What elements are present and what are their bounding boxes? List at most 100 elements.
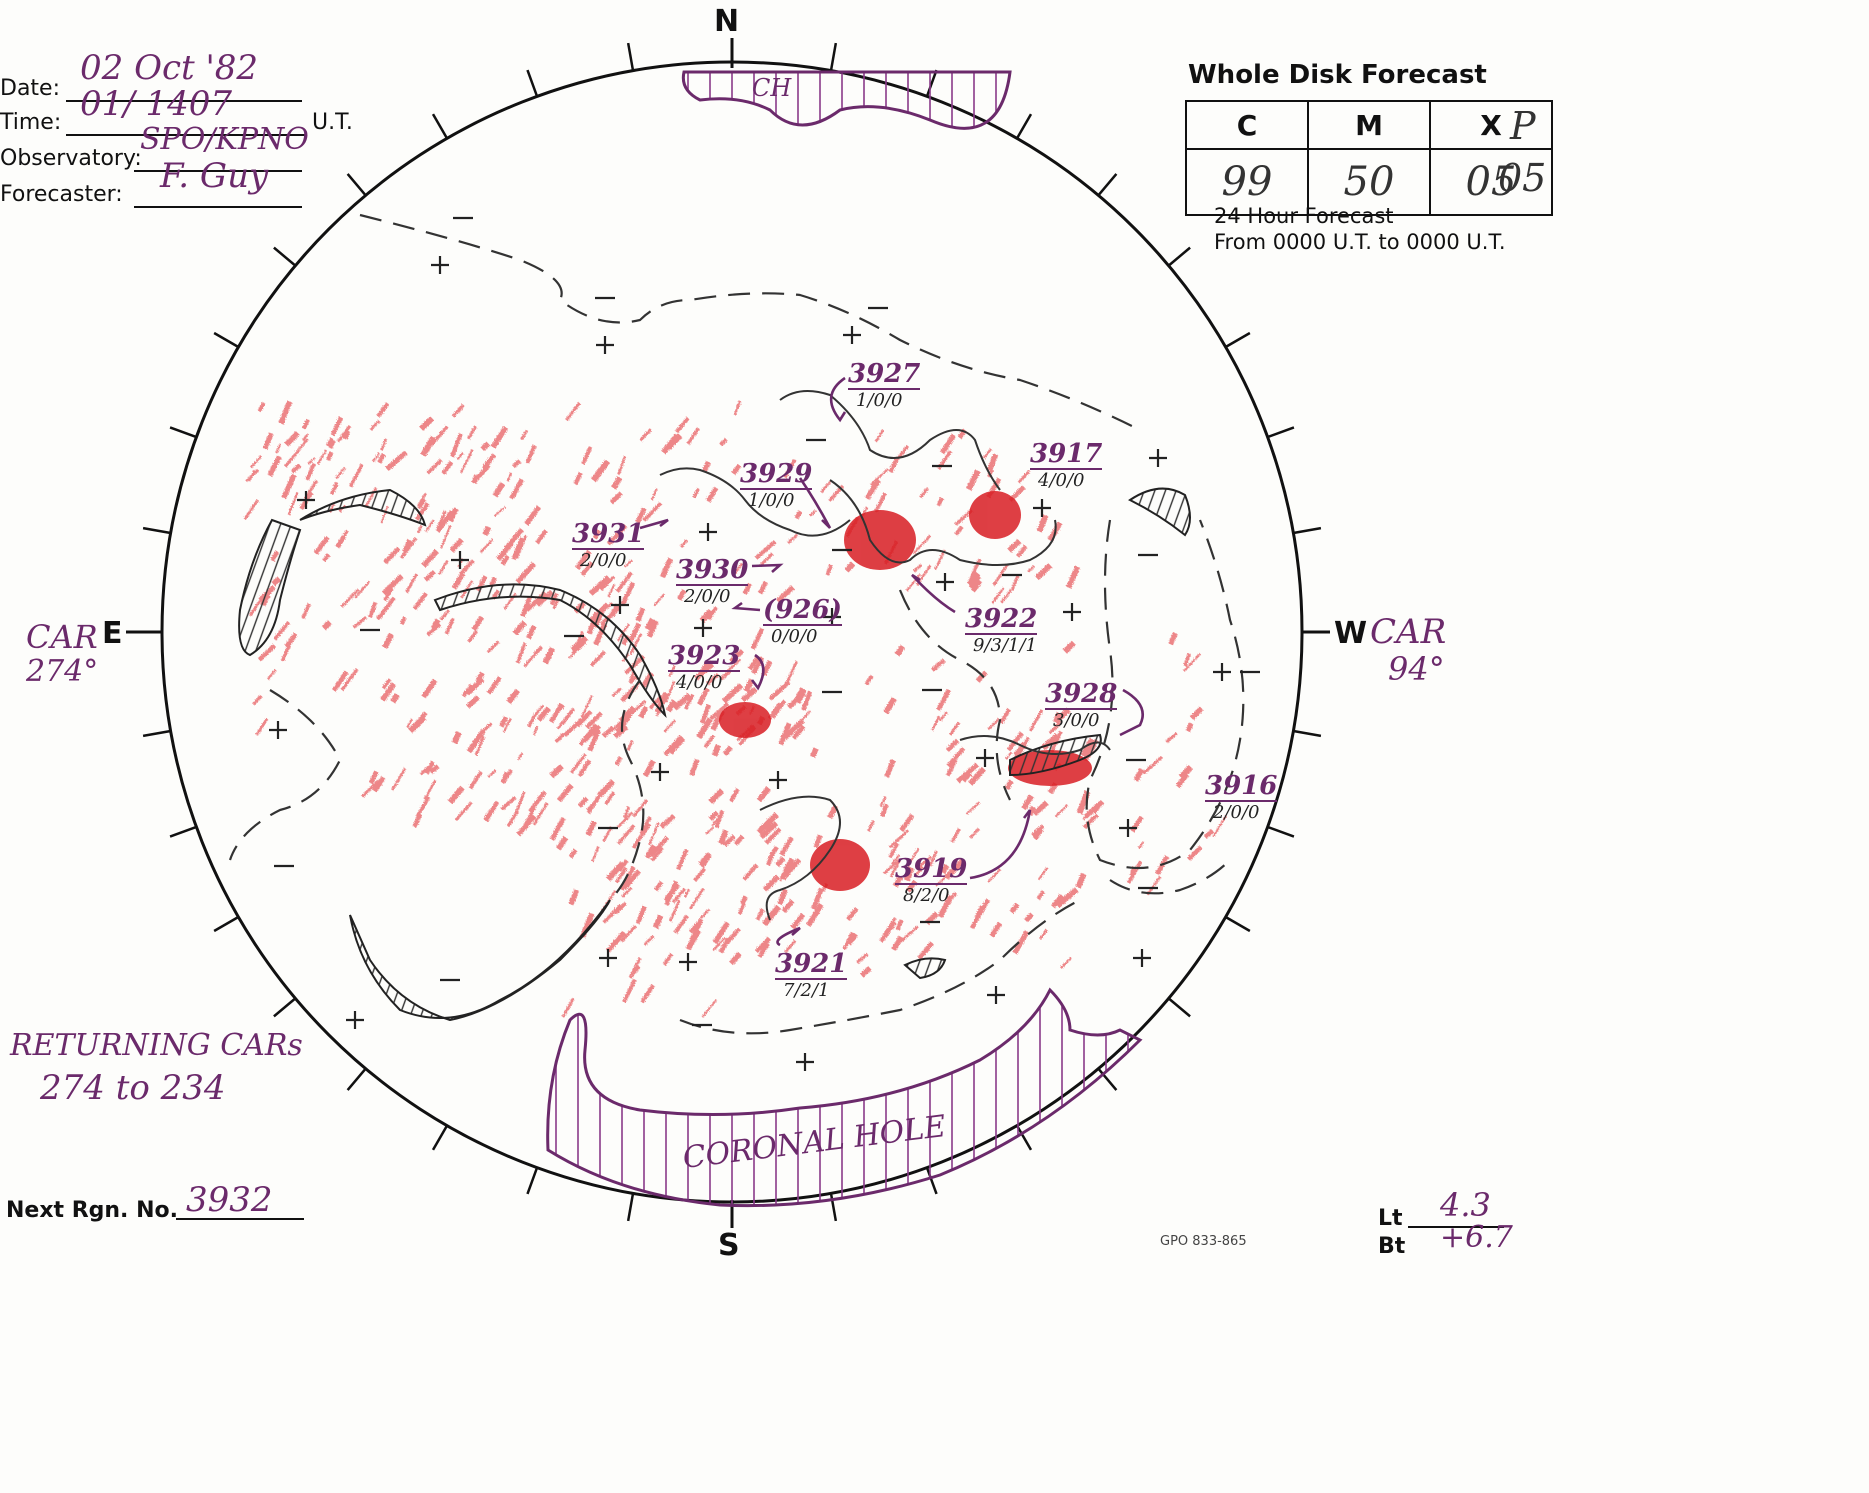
plage-stroke — [622, 978, 637, 1004]
plage-stroke — [568, 888, 580, 906]
filaments — [238, 487, 1191, 1022]
arrow-3927 — [829, 376, 847, 423]
plage-stroke — [447, 785, 465, 805]
plage-stroke — [617, 456, 627, 475]
plage-stroke — [542, 646, 556, 665]
plage-stroke — [888, 458, 899, 474]
plage-stroke — [870, 468, 889, 486]
plage-stroke — [613, 724, 629, 739]
plage-stroke — [402, 539, 412, 553]
plage-stroke — [754, 936, 771, 954]
plage-stroke — [666, 433, 683, 450]
plage-stroke — [589, 650, 607, 667]
plage-stroke — [490, 425, 509, 449]
plage-stroke — [385, 450, 408, 471]
plage-stroke — [784, 939, 797, 954]
plage-stroke — [975, 670, 988, 683]
plage-stroke — [775, 585, 795, 604]
plage-stroke — [785, 660, 799, 684]
plage-stroke — [615, 866, 628, 884]
forecast-col-x: X — [1429, 100, 1553, 150]
plage-stroke — [864, 674, 874, 686]
plage-stroke — [602, 826, 613, 843]
plage-stroke — [946, 747, 966, 768]
neutral-line-south — [679, 899, 1081, 1035]
plage-stroke — [390, 692, 400, 704]
plage-stroke — [581, 446, 593, 465]
plage-stroke — [1203, 828, 1215, 839]
plage-stroke — [405, 573, 418, 594]
plage-stroke — [1010, 574, 1020, 591]
plage-stroke — [987, 868, 1002, 883]
compass-south: S — [718, 1228, 740, 1263]
plage-stroke — [648, 822, 660, 846]
returning-line-1: RETURNING CARs — [10, 1028, 303, 1063]
plage-stroke — [340, 588, 360, 608]
next-region-value: 3932 — [186, 1180, 273, 1220]
filament-west-limb — [1128, 487, 1191, 537]
plage-stroke — [1009, 902, 1020, 914]
limb-tick — [431, 113, 449, 139]
region-label: 3921 7/2/1 — [775, 950, 848, 1002]
region-class: 2/0/0 — [580, 550, 627, 571]
region-label: 3922 9/3/1/1 — [965, 605, 1038, 657]
plage-stroke — [688, 887, 705, 910]
plage-stroke — [1016, 544, 1028, 558]
plage-stroke — [750, 627, 765, 650]
plage-stroke — [1004, 779, 1014, 791]
neutral-line-center-west — [898, 589, 1011, 801]
limb-ticks — [142, 42, 1322, 1222]
plage-stroke — [987, 468, 994, 478]
region-label: (926) 0/0/0 — [763, 596, 842, 648]
compass-east: E — [102, 616, 123, 651]
plage-stroke — [874, 492, 887, 513]
plage-stroke — [1142, 755, 1164, 775]
plage-stroke — [493, 506, 506, 517]
plage-stroke — [456, 576, 463, 586]
plage-stroke — [697, 687, 710, 706]
plage-stroke — [967, 571, 981, 587]
plage-stroke — [548, 702, 564, 724]
plage-stroke — [439, 609, 451, 621]
limb-tick — [829, 42, 838, 71]
plage-stroke — [890, 854, 901, 866]
forecast-note-1: 24 Hour Forecast — [1214, 204, 1394, 228]
plage-stroke — [1062, 640, 1076, 654]
plage-stroke — [565, 401, 581, 422]
plage-stroke — [931, 658, 946, 672]
plage-stroke — [326, 451, 334, 462]
plage-stroke — [1037, 866, 1049, 881]
plage-stroke — [642, 759, 656, 778]
plage-stroke — [592, 529, 602, 540]
plage-stroke — [419, 762, 434, 776]
plage-stroke — [747, 655, 761, 671]
plage-stroke — [1186, 845, 1203, 861]
plage-stroke — [666, 699, 677, 713]
forecaster-value: F. Guy — [160, 156, 269, 196]
plage-stroke — [290, 463, 302, 474]
neutral-lines — [228, 213, 1245, 1035]
plage-stroke — [556, 783, 574, 803]
plage-stroke — [468, 770, 483, 790]
plage-stroke — [1036, 890, 1046, 900]
region-class: 4/0/0 — [676, 672, 723, 693]
plage-stroke — [742, 863, 759, 881]
limb-tick — [626, 42, 635, 71]
plage-stroke — [479, 538, 494, 554]
plage-stroke — [672, 692, 692, 711]
plage-stroke — [937, 894, 954, 919]
arrow-3930 — [751, 563, 784, 573]
plage-stroke — [280, 641, 293, 662]
limb-tick — [1225, 331, 1251, 349]
plage-stroke — [956, 762, 979, 784]
plage-stroke — [1183, 653, 1202, 672]
plage-stroke — [602, 904, 623, 924]
polarity-plus — [843, 326, 861, 344]
polarity-plus — [1149, 449, 1167, 467]
arrow-3921 — [776, 926, 801, 947]
plage-stroke — [915, 564, 932, 586]
polarity-plus — [599, 949, 617, 967]
plage-stroke — [644, 617, 655, 631]
plage-stroke — [250, 455, 263, 469]
plage-stroke — [949, 721, 961, 736]
